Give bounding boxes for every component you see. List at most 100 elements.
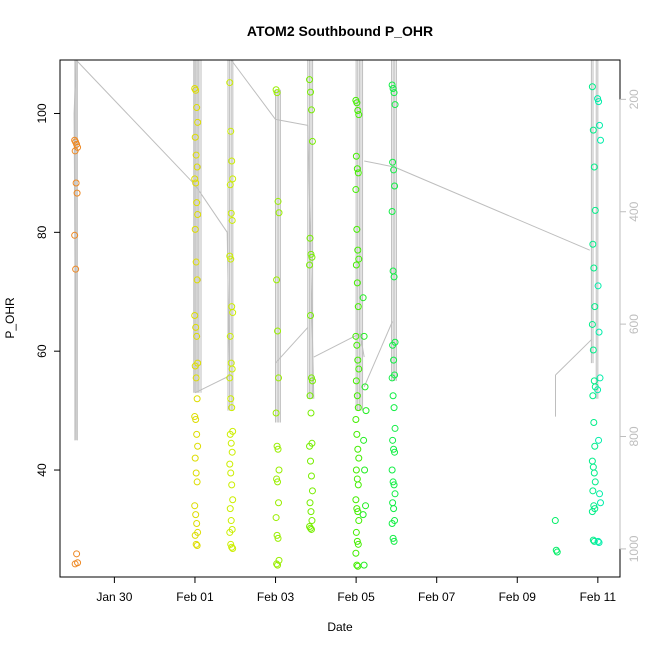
data-point [355, 111, 363, 119]
data-point [389, 478, 397, 486]
data-point [355, 454, 363, 462]
data-point [192, 540, 200, 548]
data-point [71, 231, 79, 239]
data-point [274, 478, 282, 486]
data-point [226, 505, 234, 513]
data-point [191, 312, 199, 320]
data-point [353, 279, 361, 287]
data-point [354, 540, 362, 548]
data-point [596, 374, 604, 382]
data-point [191, 413, 199, 421]
data-point [595, 436, 603, 444]
data-point [192, 86, 200, 94]
data-point [192, 469, 200, 477]
data-point [354, 481, 362, 489]
data-point [193, 163, 201, 171]
data-point [71, 560, 79, 568]
data-point [191, 225, 199, 233]
data-point [229, 496, 237, 504]
data-point [594, 282, 602, 290]
data-point [354, 246, 362, 254]
data-point [191, 502, 199, 510]
data-point [274, 445, 282, 453]
data-point [360, 561, 368, 569]
data-point [229, 175, 237, 183]
x-tick-label: Feb 11 [580, 590, 617, 604]
data-point [389, 436, 397, 444]
data-point [354, 107, 362, 115]
data-point [306, 234, 314, 242]
data-point [590, 537, 598, 545]
data-point [390, 166, 398, 174]
data-point [307, 508, 315, 516]
data-point [589, 392, 597, 400]
data-point [73, 189, 81, 197]
profile-line [364, 160, 395, 168]
data-point [390, 445, 398, 453]
data-point [307, 472, 315, 480]
data-point [591, 478, 599, 486]
data-point [306, 261, 314, 269]
data-point [194, 211, 202, 219]
data-point [228, 481, 236, 489]
data-point [227, 517, 235, 525]
data-point [274, 561, 282, 569]
data-point [192, 416, 200, 424]
data-point [359, 511, 367, 519]
data-point [355, 517, 363, 525]
data-point [272, 86, 280, 94]
data-point [226, 79, 234, 87]
data-point [275, 374, 283, 382]
data-point [227, 540, 235, 548]
plot-frame [59, 59, 621, 578]
data-point [354, 508, 362, 516]
data-point [272, 514, 280, 522]
data-point [591, 303, 599, 311]
data-point [194, 118, 202, 126]
data-point [352, 549, 360, 557]
data-point [390, 273, 398, 281]
data-point [352, 261, 360, 269]
data-point [226, 181, 234, 189]
x-tick-label: Feb 09 [499, 590, 537, 604]
data-point [353, 430, 361, 438]
y-tick-label: 100 [35, 103, 49, 123]
data-point [274, 327, 282, 335]
data-point [306, 76, 314, 84]
y-tick-label: 40 [35, 463, 49, 477]
data-point [72, 179, 80, 187]
data-point [589, 126, 597, 134]
profile-line [363, 321, 393, 387]
x-tick-label: Feb 07 [418, 590, 456, 604]
data-point [590, 163, 598, 171]
data-point [595, 539, 603, 547]
data-point [390, 356, 398, 364]
data-point [306, 392, 314, 400]
data-point [589, 463, 597, 471]
data-point [227, 395, 235, 403]
data-point [227, 209, 235, 217]
profile-line [194, 374, 232, 394]
data-point [307, 312, 315, 320]
data-point [391, 490, 399, 498]
data-point [73, 140, 81, 148]
data-point [390, 481, 398, 489]
data-point [193, 542, 201, 550]
data-point [390, 404, 398, 412]
data-point [228, 543, 236, 551]
data-point [227, 255, 235, 263]
data-point [353, 99, 361, 107]
data-point [353, 561, 361, 569]
data-point [191, 175, 199, 183]
data-point [594, 95, 602, 103]
data-point [352, 152, 360, 160]
data-point [594, 537, 602, 545]
data-point [388, 208, 396, 216]
data-point [589, 536, 597, 544]
profile-line [275, 118, 308, 126]
data-point [588, 457, 596, 465]
data-point [590, 264, 598, 272]
data-point [388, 466, 396, 474]
data-point [228, 448, 236, 456]
